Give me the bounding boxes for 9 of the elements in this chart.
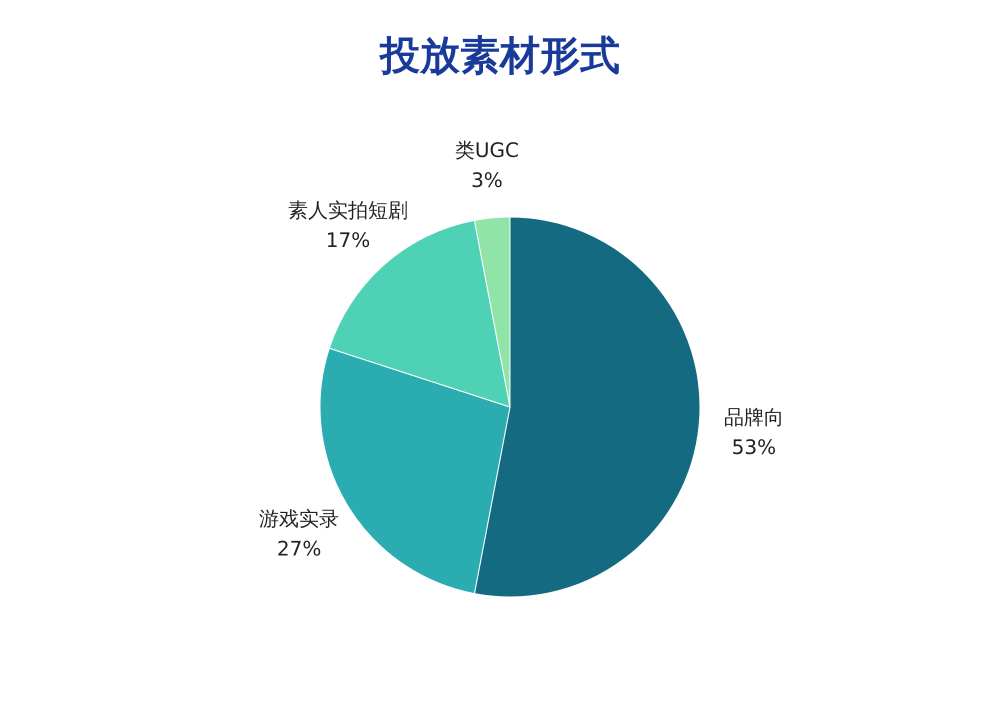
slice-label: 类UGC [454, 138, 519, 162]
chart-title: 投放素材形式 [378, 32, 621, 81]
slice-label: 素人实拍短剧 [288, 198, 408, 222]
data-label: 17% [326, 228, 370, 252]
data-label: 3% [471, 168, 503, 192]
data-label: 27% [276, 536, 322, 561]
data-label: 53% [732, 435, 776, 460]
slice-label: 品牌向 [724, 405, 784, 430]
slice-label: 游戏实录 [259, 506, 340, 531]
